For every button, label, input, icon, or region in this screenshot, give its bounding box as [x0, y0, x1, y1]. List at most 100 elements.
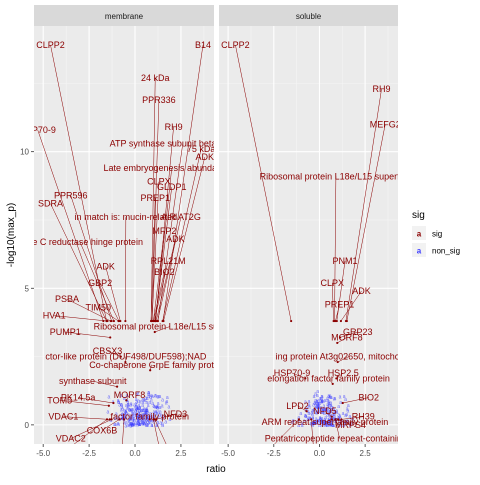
point-non-sig: a: [145, 400, 148, 406]
point-sig: [334, 418, 336, 420]
point-label: SDRA: [38, 199, 63, 209]
strip-label: soluble: [296, 12, 322, 21]
point-label: GBP2: [88, 278, 112, 288]
point-label: BIO2: [154, 267, 175, 277]
point-label: rome C reductase hinge protein: [17, 237, 143, 247]
point-label: NFD5: [313, 406, 337, 416]
x-tick-label: 0.0: [314, 449, 326, 458]
point-sig: [290, 320, 292, 322]
point-label: CLPP2: [221, 40, 250, 50]
point-label: factor family protein: [110, 412, 189, 422]
point-non-sig: a: [347, 403, 350, 409]
x-tick-label: 0.0: [129, 449, 141, 458]
point-non-sig: a: [145, 423, 148, 429]
point-sig: [346, 320, 348, 322]
point-sig: [109, 336, 111, 338]
legend-label-non_sig: non_sig: [432, 247, 460, 256]
point-sig: [342, 402, 344, 404]
point-label: ing protein At3g02650, mitochondrial: [276, 352, 422, 362]
strip-label: membrane: [105, 12, 144, 21]
x-tick-label: -2.5: [82, 449, 96, 458]
point-non-sig: a: [148, 400, 151, 406]
point-label: PNM1: [333, 256, 358, 266]
point-sig: [152, 418, 154, 420]
point-label: MRPS4: [335, 420, 366, 430]
point-non-sig: a: [161, 397, 164, 403]
x-axis-title: ratio: [206, 464, 226, 475]
y-axis-title: -log10(max_p): [6, 203, 17, 267]
point-non-sig: a: [117, 422, 120, 428]
point-label: CLPX: [320, 278, 344, 288]
point-non-sig: a: [314, 391, 317, 397]
x-tick-label: 2.5: [175, 449, 187, 458]
point-label: GRP23: [343, 327, 373, 337]
point-label: RH9: [373, 84, 391, 94]
point-label: Co-chaperone GrpE family prot: [89, 360, 214, 370]
point-label: PPR336: [142, 95, 176, 105]
point-label: TIM50: [86, 302, 112, 312]
point-non-sig: a: [322, 399, 325, 405]
point-sig: [123, 418, 125, 420]
point-non-sig: a: [151, 423, 154, 429]
point-label: MORF8: [114, 390, 146, 400]
point-sig: [339, 336, 341, 338]
legend-title: sig: [412, 210, 425, 221]
point-non-sig: a: [127, 402, 130, 408]
point-non-sig: a: [138, 403, 141, 409]
point-sig: [298, 418, 300, 420]
point-non-sig: a: [330, 395, 333, 401]
point-sig: [112, 402, 114, 404]
point-sig: [108, 405, 110, 407]
point-sig: [334, 320, 336, 322]
point-label: HVA1: [43, 311, 66, 321]
point-non-sig: a: [165, 399, 168, 405]
x-tick-label: 2.5: [360, 449, 372, 458]
point-label: PREP1: [140, 193, 170, 203]
legend-label-sig: sig: [432, 230, 442, 239]
point-non-sig: a: [157, 394, 160, 400]
point-label: RH9: [165, 122, 183, 132]
point-label: ADK: [166, 234, 185, 244]
point-non-sig: a: [120, 402, 123, 408]
point-label: Ribosomal protein S5 family protein: [245, 472, 387, 480]
point-sig: [310, 418, 312, 420]
point-label: GLDP1: [157, 182, 187, 192]
point-label: AIR AT2G: [161, 212, 201, 222]
point-label: 75 kDa: [187, 144, 216, 154]
point-non-sig: a: [108, 395, 111, 401]
point-label: LPD2: [286, 401, 309, 411]
legend-key-sig: a: [417, 230, 422, 239]
point-non-sig: a: [149, 394, 152, 400]
y-tick-label: 0: [25, 421, 30, 430]
point-label: synthase subunit: [59, 376, 127, 386]
point-label: PUMP1: [50, 327, 81, 337]
point-label: ADK: [96, 261, 115, 271]
point-label: Ribosomal protein L18e/L15 superfam: [260, 171, 413, 181]
point-sig: [340, 320, 342, 322]
legend-key-non_sig: a: [417, 247, 422, 256]
point-non-sig: a: [130, 421, 133, 427]
x-tick-label: -5.0: [221, 449, 235, 458]
x-tick-label: -2.5: [267, 449, 281, 458]
point-label: Ribosomal protein S24: [119, 466, 210, 476]
point-label: BIO2: [359, 393, 380, 403]
point-label: PSBA: [55, 294, 79, 304]
point-sig: [111, 418, 113, 420]
point-non-sig: a: [333, 396, 336, 402]
x-tick-label: -5.0: [36, 449, 50, 458]
point-non-sig: a: [107, 409, 110, 415]
point-label: PREP1: [325, 300, 355, 310]
y-tick-label: 5: [25, 284, 30, 293]
point-label: Pentatricopeptide repeat-containing p: [265, 434, 415, 444]
point-sig: [106, 418, 108, 420]
point-non-sig: a: [154, 393, 157, 399]
point-label: TOM5: [47, 395, 72, 405]
point-label: VDAC1: [48, 412, 78, 422]
point-label: 24 kDa: [141, 73, 170, 83]
point-label: HSP70-9: [19, 125, 56, 135]
point-label: MEFG2: [370, 119, 401, 129]
point-label: ADK: [352, 286, 371, 296]
point-label: Ribosomal protein S5 family: [64, 472, 177, 480]
y-tick-label: 10: [20, 148, 29, 157]
